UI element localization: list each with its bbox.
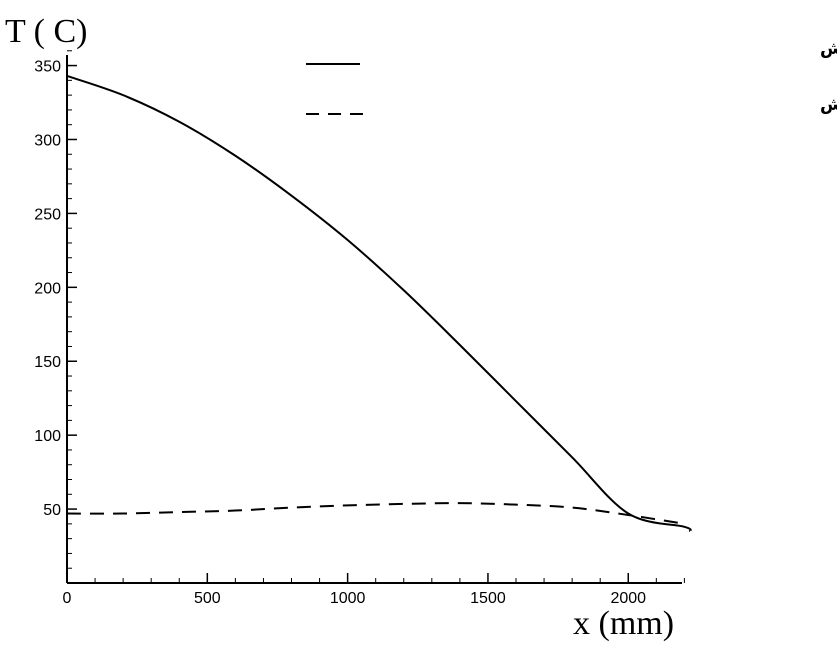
- y-tick-label: 100: [34, 428, 61, 445]
- x-tick-label: 1500: [470, 590, 506, 607]
- y-tick-label: 350: [34, 59, 61, 76]
- x-tick-label: 500: [194, 590, 221, 607]
- y-tick-label: 300: [34, 132, 61, 149]
- legend-label-fluctuating: توزیع درجه حرارت نوسانی هوا در طول پیش: [820, 95, 837, 115]
- y-tick-label: 200: [34, 280, 61, 297]
- axis-ticks: [66, 50, 685, 583]
- y-tick-label: 150: [34, 354, 61, 371]
- y-axis-title: T ( C): [5, 13, 87, 50]
- y-tick-label: 250: [34, 206, 61, 223]
- axis-tick-labels: 0 500 1000 1500 2000 50 100 150 200 250 300 350: [34, 59, 646, 607]
- x-tick-label: 2000: [610, 590, 646, 607]
- legend: توزیع درجه حرارت متوسط هوا در طول پیش تو…: [306, 39, 837, 115]
- legend-label-mean: توزیع درجه حرارت متوسط هوا در طول پیش: [820, 39, 837, 59]
- x-tick-label: 0: [63, 590, 72, 607]
- series-layer: [66, 74, 692, 533]
- y-tick-label: 50: [43, 502, 61, 519]
- series-line-mean-temperature: [66, 74, 692, 533]
- x-axis-title: x (mm): [573, 605, 674, 642]
- series-line-fluctuating-temperature: [66, 502, 685, 525]
- x-tick-label: 1000: [330, 590, 366, 607]
